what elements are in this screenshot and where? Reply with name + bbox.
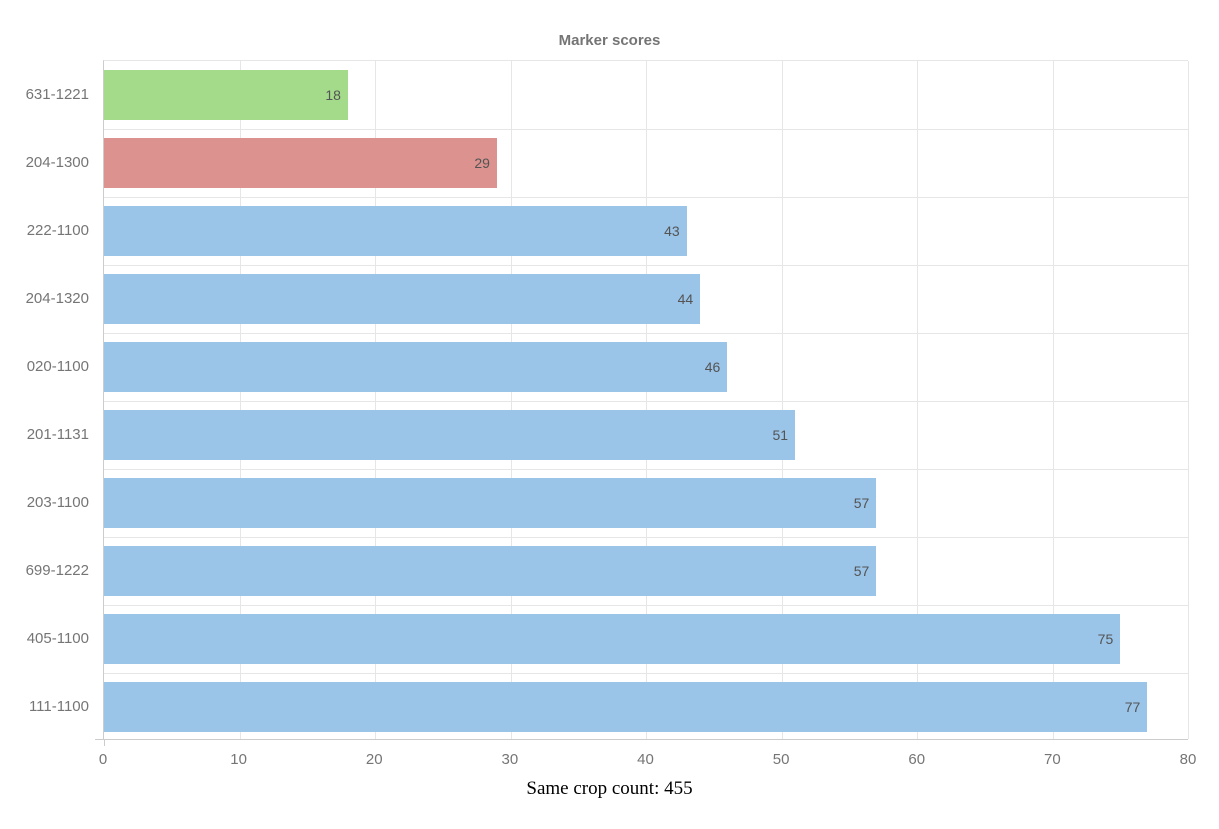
horizontal-gridline	[104, 605, 1188, 606]
bar-201-1131[interactable]: 51	[104, 410, 796, 460]
bar-value-label: 77	[1124, 699, 1141, 715]
bar-204-1300[interactable]: 29	[104, 138, 497, 188]
category-label: 020-1100	[26, 357, 89, 375]
category-label: 201-1131	[26, 425, 89, 443]
bar-222-1100[interactable]: 43	[104, 206, 687, 256]
x-tick-label: 0	[98, 751, 108, 768]
bar-020-1100[interactable]: 46	[104, 342, 728, 392]
category-label: 204-1320	[25, 289, 89, 307]
chart-caption: Same crop count: 455	[526, 778, 693, 799]
category-label: 631-1221	[25, 85, 89, 103]
bar-value-label: 57	[853, 495, 870, 511]
category-label: 111-1100	[28, 697, 89, 715]
horizontal-gridline	[104, 469, 1188, 470]
x-tick-label: 10	[230, 751, 247, 768]
x-tick-label: 50	[772, 751, 790, 768]
vertical-gridline	[1052, 61, 1054, 739]
x-tick-label: 60	[908, 751, 926, 768]
y-axis-labels: 631-1221 204-1300 222-1100 204-1320 020-1100…	[0, 60, 89, 740]
bar-value-label: 18	[325, 87, 341, 103]
bar-value-label: 75	[1097, 631, 1114, 647]
x-tick-label: 80	[1179, 751, 1197, 768]
bar-204-1320[interactable]: 44	[104, 274, 701, 324]
category-label: 203-1100	[26, 493, 89, 511]
horizontal-gridline	[104, 197, 1188, 198]
bar-value-label: 46	[704, 359, 721, 375]
bar-value-label: 57	[853, 563, 870, 579]
x-axis-labels: 0 10 20 30 40 50 60 70 80	[99, 751, 1197, 769]
bar-631-1221[interactable]: 18	[104, 70, 348, 120]
horizontal-gridline	[104, 537, 1188, 538]
horizontal-gridline	[104, 401, 1188, 402]
plot-area: 18 29 43 44 46 51 57 57 75 77	[95, 60, 1189, 746]
x-tick-label: 70	[1044, 751, 1061, 768]
chart-title: Marker scores	[558, 32, 661, 49]
x-tick-label: 30	[501, 751, 519, 768]
horizontal-gridline	[104, 265, 1188, 266]
horizontal-gridline	[104, 129, 1188, 130]
vertical-gridline	[239, 61, 241, 739]
vertical-gridline	[646, 61, 647, 739]
bar-value-label: 51	[772, 427, 789, 443]
bar-699-1222[interactable]: 57	[104, 546, 877, 596]
vertical-gridline	[781, 61, 783, 739]
vertical-gridline	[375, 61, 376, 739]
vertical-gridline	[510, 61, 512, 739]
category-label: 222-1100	[26, 221, 89, 239]
bar-405-1100[interactable]: 75	[104, 614, 1121, 664]
category-label: 699-1222	[25, 561, 89, 579]
horizontal-gridline	[104, 333, 1188, 334]
category-label: 405-1100	[26, 629, 89, 647]
horizontal-gridline	[104, 673, 1188, 674]
vertical-gridline	[917, 61, 918, 739]
x-tick-label: 20	[365, 751, 383, 768]
category-label: 204-1300	[25, 153, 89, 171]
bar-203-1100[interactable]: 57	[104, 478, 877, 528]
x-tick-label: 40	[637, 751, 654, 768]
bar-value-label: 44	[677, 291, 694, 307]
bar-111-1100[interactable]: 77	[104, 682, 1148, 732]
vertical-gridline	[1188, 61, 1189, 739]
bar-value-label: 43	[664, 223, 680, 239]
bar-value-label: 29	[474, 155, 490, 171]
